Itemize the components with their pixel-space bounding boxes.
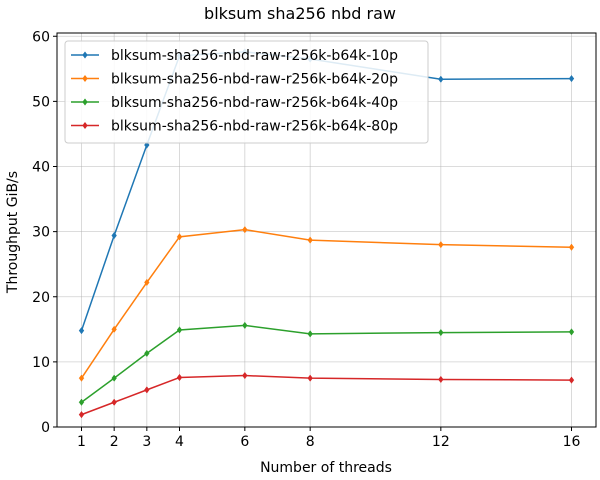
data-point <box>307 374 313 382</box>
series-4 <box>78 371 575 419</box>
x-tick-label: 12 <box>432 434 450 450</box>
x-axis-label: Number of threads <box>260 460 392 476</box>
series-line <box>81 324 572 403</box>
data-point <box>144 386 150 394</box>
legend: blksum-sha256-nbd-raw-r256k-b64k-10p blks… <box>64 40 429 144</box>
legend-label: blksum-sha256-nbd-raw-r256k-b64k-20p <box>111 72 398 88</box>
legend-marker <box>82 74 88 83</box>
data-point <box>242 226 248 234</box>
legend-label: blksum-sha256-nbd-raw-r256k-b64k-40p <box>111 95 398 111</box>
data-point <box>176 326 183 334</box>
legend-label: blksum-sha256-nbd-raw-r256k-b64k-10p <box>111 48 398 64</box>
chart-title: blksum sha256 nbd raw <box>204 4 396 23</box>
x-tick-label: 1 <box>77 434 86 450</box>
series-line <box>81 374 572 416</box>
data-point <box>307 236 313 244</box>
x-tick-label: 3 <box>142 434 151 450</box>
data-point <box>111 231 117 240</box>
y-tick-label: 60 <box>32 29 50 45</box>
series-layer <box>78 48 575 419</box>
series-3 <box>78 321 575 406</box>
data-point <box>176 373 183 382</box>
legend-box <box>64 40 429 144</box>
y-tick-label: 20 <box>32 290 50 306</box>
legend-label: blksum-sha256-nbd-raw-r256k-b64k-80p <box>111 119 398 135</box>
data-point <box>176 233 183 241</box>
x-tick-label: 6 <box>240 434 249 450</box>
legend-item: blksum-sha256-nbd-raw-r256k-b64k-40p <box>71 95 398 111</box>
legend-item: blksum-sha256-nbd-raw-r256k-b64k-80p <box>71 119 398 135</box>
y-tick-label: 10 <box>32 355 50 371</box>
data-point <box>438 75 444 83</box>
legend-item: blksum-sha256-nbd-raw-r256k-b64k-10p <box>71 48 398 64</box>
data-point <box>78 411 85 419</box>
legend-item: blksum-sha256-nbd-raw-r256k-b64k-20p <box>71 72 398 88</box>
y-tick-label: 0 <box>41 420 50 436</box>
data-point <box>144 278 150 287</box>
data-point <box>78 398 85 406</box>
legend-marker <box>82 51 88 59</box>
data-point <box>438 328 444 337</box>
data-point <box>568 74 575 83</box>
data-point <box>111 398 117 406</box>
x-tick-label: 8 <box>306 434 315 450</box>
data-point <box>568 376 575 384</box>
series-2 <box>78 226 575 382</box>
data-point <box>78 326 85 335</box>
data-point <box>568 243 575 251</box>
data-point <box>438 375 444 384</box>
data-point <box>111 325 117 333</box>
data-point <box>307 330 313 338</box>
data-point <box>568 328 575 336</box>
data-point <box>144 349 150 358</box>
y-tick-label: 30 <box>32 225 50 241</box>
legend-marker <box>82 121 88 130</box>
x-tick-label: 16 <box>563 434 581 450</box>
data-point <box>438 241 444 249</box>
series-line <box>80 228 572 379</box>
x-tick-label: 2 <box>110 434 119 450</box>
y-tick-label: 40 <box>32 160 50 176</box>
data-point <box>78 374 85 382</box>
data-point <box>111 374 117 382</box>
y-tick-label: 50 <box>32 94 50 110</box>
data-point <box>242 371 248 380</box>
x-tick-label: 4 <box>175 434 184 450</box>
data-point <box>242 321 248 330</box>
plot-frame <box>56 32 597 428</box>
legend-marker <box>82 98 88 106</box>
y-axis-label: Throughput GiB/s <box>5 171 21 294</box>
